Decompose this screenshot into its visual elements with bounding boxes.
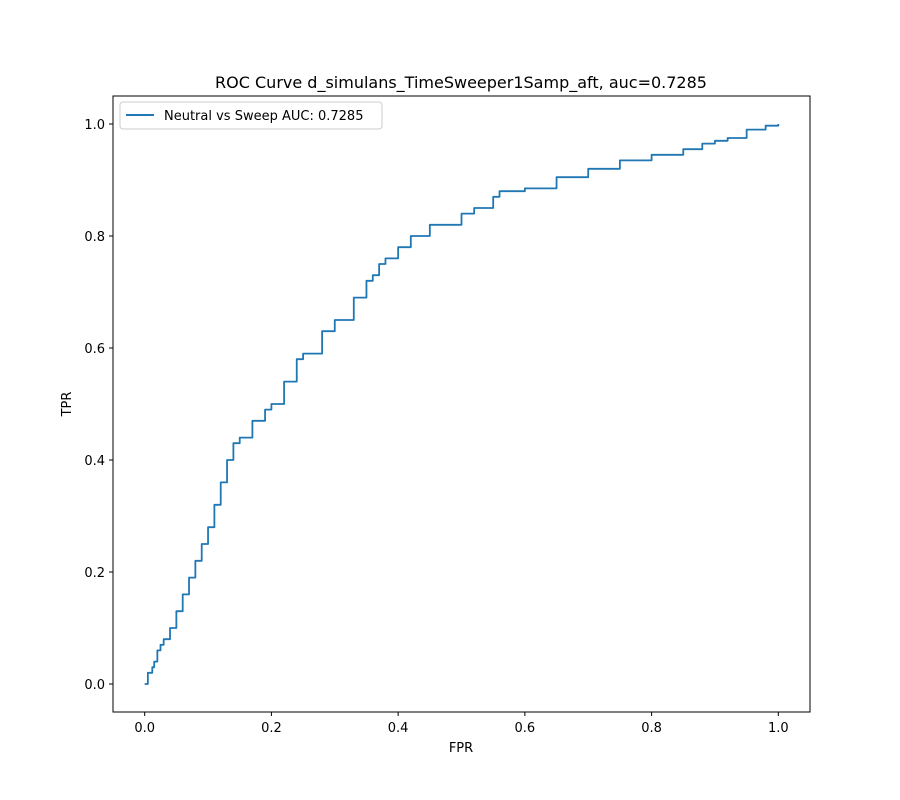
roc-curve-line xyxy=(144,124,780,685)
chart-title: ROC Curve d_simulans_TimeSweeper1Samp_af… xyxy=(215,73,707,93)
x-tick-label: 0.0 xyxy=(134,721,155,736)
y-axis-label: TPR xyxy=(60,392,75,418)
y-tick-label: 0.4 xyxy=(84,454,105,469)
x-axis-label: FPR xyxy=(449,741,473,756)
axes-frame xyxy=(112,95,811,713)
axes-background xyxy=(113,96,810,712)
legend-entry-label: Neutral vs Sweep AUC: 0.7285 xyxy=(164,109,363,124)
y-tick-label: 1.0 xyxy=(84,118,105,133)
x-axis: 0.0 0.2 0.4 0.6 0.8 1.0 xyxy=(134,712,789,736)
x-tick-label: 0.8 xyxy=(641,721,662,736)
x-tick-label: 0.4 xyxy=(388,721,409,736)
legend: Neutral vs Sweep AUC: 0.7285 xyxy=(119,101,383,130)
y-tick-label: 0.8 xyxy=(84,230,105,245)
legend-box xyxy=(119,101,383,130)
y-tick-label: 0.2 xyxy=(84,566,105,581)
series-group xyxy=(144,124,780,685)
x-tick-label: 1.0 xyxy=(768,721,789,736)
x-tick-label: 0.2 xyxy=(261,721,282,736)
y-axis: 0.0 0.2 0.4 0.6 0.8 1.0 xyxy=(84,118,113,693)
y-tick-label: 0.6 xyxy=(84,342,105,357)
plot-area xyxy=(112,95,811,713)
y-tick-label: 0.0 xyxy=(84,678,105,693)
x-tick-label: 0.6 xyxy=(515,721,536,736)
